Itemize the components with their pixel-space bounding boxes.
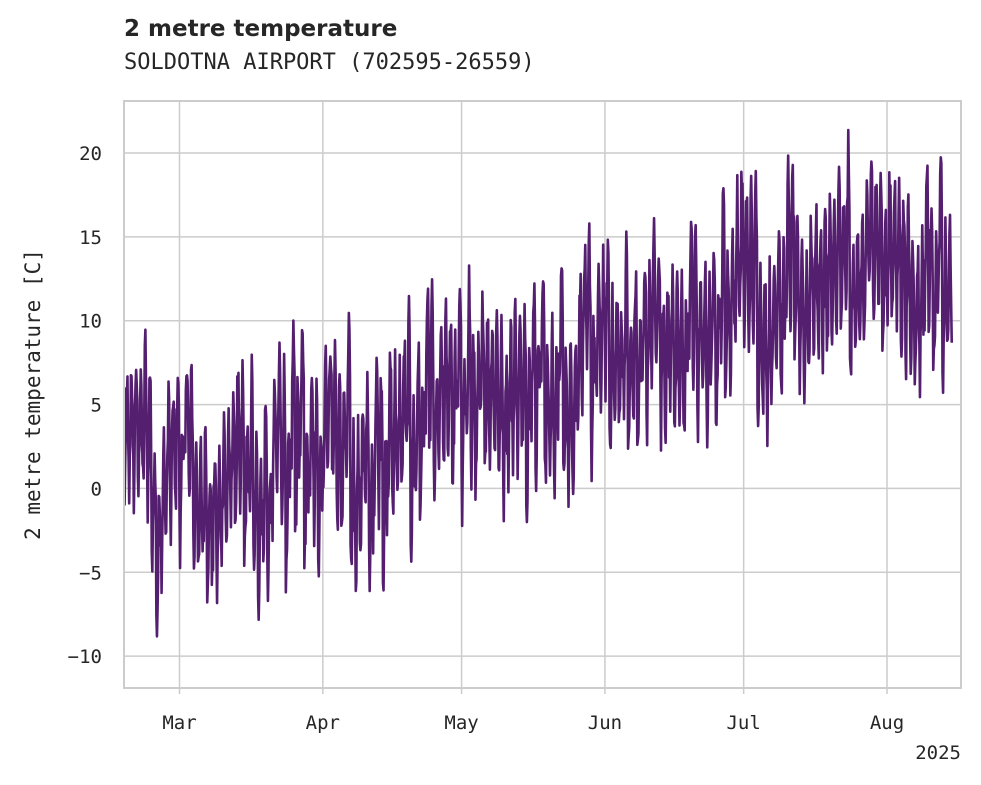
x-tick-label: Jul (726, 712, 760, 734)
x-tick-label: May (444, 712, 478, 734)
y-tick-labels: −10 −5 0 5 10 15 20 (68, 143, 102, 668)
series-group (123, 128, 954, 638)
temperature-series-line (123, 128, 954, 638)
x-tick-label: Jun (588, 712, 622, 734)
x-tick-label: Apr (306, 712, 340, 734)
plot-frame (123, 100, 962, 689)
y-tick-label: 20 (79, 143, 102, 165)
y-tick-label: 5 (91, 395, 102, 417)
y-tick-label: 10 (79, 311, 102, 333)
y-tick-label: −10 (68, 646, 102, 668)
x-tick-label: Mar (162, 712, 196, 734)
y-axis-label: 2 metre temperature [C] (21, 249, 45, 540)
x-year-label: 2025 (915, 742, 961, 764)
x-tick-labels: Mar Apr May Jun Jul Aug (162, 688, 904, 734)
x-tick-label: Aug (870, 712, 904, 734)
chart-title: 2 metre temperature (124, 16, 398, 42)
grid (124, 101, 961, 688)
y-tick-label: 15 (79, 227, 102, 249)
y-tick-label: −5 (79, 562, 102, 584)
chart-subtitle: SOLDOTNA AIRPORT (702595-26559) (124, 50, 535, 75)
y-tick-label: 0 (91, 478, 102, 500)
